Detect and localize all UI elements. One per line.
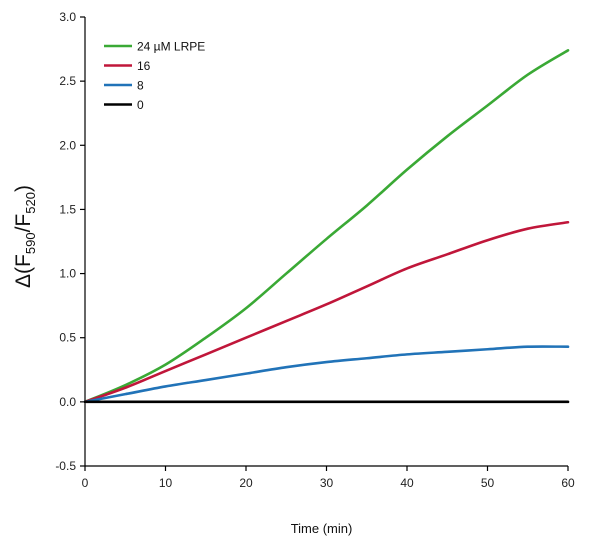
y-title-prefix: Δ(F [12,254,35,288]
x-tick-label: 30 [320,476,334,490]
y-tick-label: -0.5 [55,459,76,473]
y-title-sub1: 590 [23,232,38,254]
x-ticks: 0 10 20 30 40 50 60 [82,466,575,490]
y-title-mid: /F [12,214,35,233]
y-axis-title: Δ(F590/F520) [12,185,38,288]
legend-label: 16 [137,59,151,73]
x-tick-label: 0 [82,476,89,490]
legend-label: 0 [137,98,144,112]
y-tick-label: 2.0 [59,138,76,152]
y-tick-label: 2.5 [59,74,76,88]
x-tick-label: 20 [239,476,253,490]
legend: 24 µM LRPE 16 8 0 [104,40,205,112]
x-tick-label: 60 [561,476,575,490]
x-tick-label: 40 [400,476,414,490]
y-title-suffix: ) [12,185,35,192]
series-line-1 [83,49,570,404]
series-line-2 [83,220,570,404]
y-tick-label: 1.5 [59,202,76,216]
legend-label: 24 µM LRPE [137,40,205,54]
y-title-sub2: 520 [23,192,38,214]
x-tick-label: 10 [159,476,173,490]
legend-label: 8 [137,79,144,93]
x-tick-label: 50 [481,476,495,490]
x-axis-title: Time (min) [291,521,353,536]
y-tick-label: 3.0 [59,10,76,24]
y-tick-label: 0.0 [59,395,76,409]
y-ticks: -0.5 0.0 0.5 1.0 1.5 2.0 2.5 3.0 [55,10,85,473]
y-tick-label: 1.0 [59,267,76,281]
series-lines [83,49,570,404]
y-tick-label: 0.5 [59,331,76,345]
series-line-3 [83,345,570,404]
